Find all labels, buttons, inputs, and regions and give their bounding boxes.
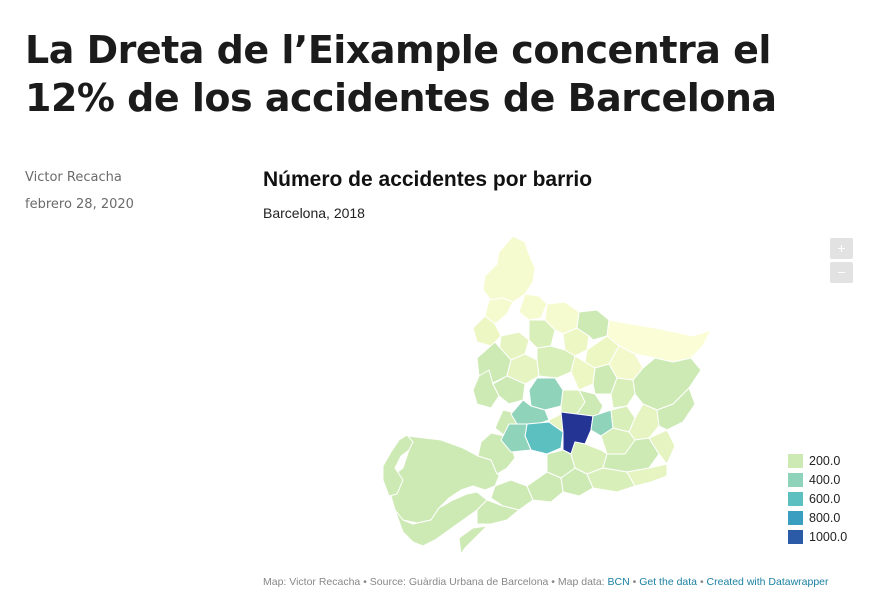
legend-item: 600.0	[788, 489, 847, 508]
legend-label: 200.0	[809, 453, 841, 468]
article-meta: Victor Recacha febrero 28, 2020	[25, 170, 225, 224]
footer-separator: •	[632, 576, 637, 588]
legend-swatch	[788, 529, 803, 544]
neighborhood-region[interactable]	[476, 499, 520, 525]
neighborhood-region[interactable]	[528, 377, 564, 411]
neighborhood-region[interactable]	[648, 429, 676, 465]
map-title: Número de accidentes por barrio	[263, 168, 593, 191]
legend-label: 1000.0	[809, 529, 848, 544]
legend-swatch	[788, 453, 803, 468]
bcn-link[interactable]: BCN	[607, 576, 630, 588]
neighborhood-region[interactable]	[626, 463, 668, 487]
neighborhood-region[interactable]	[382, 434, 414, 497]
neighborhood-region[interactable]	[632, 357, 702, 411]
neighborhood-region[interactable]	[576, 309, 610, 341]
legend-item: 1000.0	[788, 527, 847, 546]
legend-swatch	[788, 510, 803, 525]
footer-credit: Map: Victor Recacha • Source: Guàrdia Ur…	[263, 576, 605, 588]
legend-swatch	[788, 491, 803, 506]
datawrapper-link[interactable]: Created with Datawrapper	[706, 576, 829, 588]
neighborhood-region[interactable]	[482, 235, 536, 303]
legend-label: 800.0	[809, 510, 841, 525]
legend-item: 200.0	[788, 451, 847, 470]
map-legend: 200.0 400.0 600.0 800.0 1000.0	[788, 451, 847, 546]
zoom-out-button[interactable]: −	[830, 262, 853, 283]
get-the-data-link[interactable]: Get the data	[639, 576, 698, 588]
legend-swatch	[788, 472, 803, 487]
author[interactable]: Victor Recacha	[25, 170, 122, 185]
map-footer: Map: Victor Recacha • Source: Guàrdia Ur…	[263, 576, 829, 588]
neighborhood-region[interactable]	[490, 479, 534, 511]
legend-item: 400.0	[788, 470, 847, 489]
zoom-in-button[interactable]: +	[830, 238, 853, 259]
neighborhood-region[interactable]	[526, 471, 564, 503]
legend-label: 600.0	[809, 491, 841, 506]
neighborhood-region[interactable]	[518, 293, 548, 321]
map-subtitle: Barcelona, 2018	[263, 205, 365, 221]
neighborhood-region[interactable]	[500, 423, 532, 453]
coastline-strip	[458, 525, 488, 555]
neighborhood-region[interactable]	[628, 403, 660, 441]
neighborhood-region[interactable]	[656, 387, 696, 431]
publish-date: febrero 28, 2020	[25, 197, 134, 212]
legend-label: 400.0	[809, 472, 841, 487]
legend-item: 800.0	[788, 508, 847, 527]
headline: La Dreta de l’Eixample concentra el 12% …	[25, 28, 777, 120]
neighborhood-region[interactable]	[610, 377, 636, 409]
barcelona-choropleth-map[interactable]	[263, 228, 733, 558]
footer-separator: •	[699, 576, 704, 588]
